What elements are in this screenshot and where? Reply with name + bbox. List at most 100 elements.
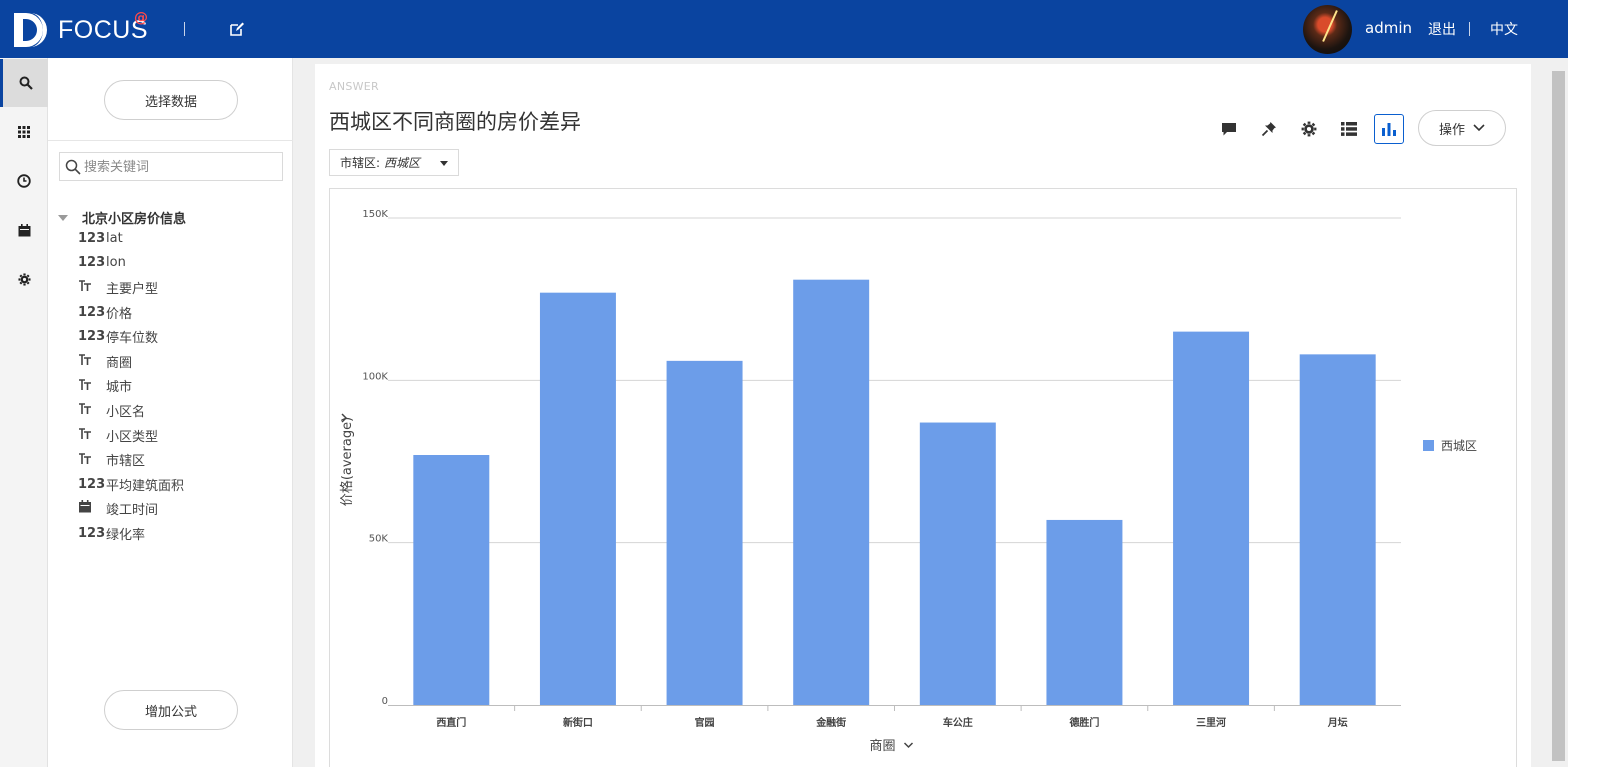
search-icon <box>65 159 81 175</box>
legend-swatch <box>1423 440 1434 451</box>
rail-search-button[interactable] <box>0 59 48 107</box>
bar <box>919 422 996 705</box>
chart-view-button[interactable] <box>1374 114 1404 144</box>
left-icon-rail <box>0 58 48 767</box>
bar <box>413 455 490 705</box>
x-tick-label: 官园 <box>695 716 715 729</box>
scrollbar-thumb[interactable] <box>1552 71 1565 761</box>
field-item[interactable]: 123 lat <box>78 226 288 251</box>
vertical-scrollbar[interactable] <box>1550 58 1568 767</box>
main-content: ANSWER 西城区不同商圈的房价差异 市辖区: 西城区 操作 0 50K 100K… <box>294 58 1550 767</box>
x-axis-title: 商圈 <box>869 739 895 754</box>
edit-icon[interactable] <box>229 21 245 37</box>
field-item[interactable]: 123 lon <box>78 251 288 276</box>
date-type-icon <box>78 500 106 517</box>
history-clock-icon <box>17 174 31 188</box>
numeric-type-icon: 123 <box>78 329 106 345</box>
header-divider <box>184 22 185 36</box>
field-item[interactable]: 小区类型 <box>78 423 288 448</box>
rail-settings-button[interactable] <box>0 255 48 303</box>
add-formula-button[interactable]: 增加公式 <box>104 690 238 730</box>
rail-history-button[interactable] <box>0 157 48 205</box>
field-item[interactable]: 商圈 <box>78 349 288 374</box>
table-view-icon <box>1341 122 1357 136</box>
field-item[interactable]: 123 绿化率 <box>78 521 288 546</box>
keyword-search-box[interactable] <box>59 152 283 181</box>
chart-container: 0 50K 100K 150K 西直门 新街口 官园 金融街 车公庄 德胜门 三里河 月坛 价格(ave… <box>329 188 1517 767</box>
operations-label: 操作 <box>1438 122 1465 138</box>
field-item[interactable]: 123 平均建筑面积 <box>78 472 288 497</box>
bar <box>1173 331 1250 705</box>
legend-label: 西城区 <box>1441 439 1477 453</box>
y-tick-label: 150K <box>362 209 388 220</box>
settings-icon <box>1301 121 1317 137</box>
pin-icon <box>1261 122 1276 137</box>
x-tick-label: 车公庄 <box>943 716 973 729</box>
x-tick-label: 月坛 <box>1327 716 1348 729</box>
chart-settings-button[interactable] <box>1294 114 1324 144</box>
numeric-type-icon: 123 <box>78 255 106 271</box>
operations-button[interactable]: 操作 <box>1418 110 1506 146</box>
rail-apps-button[interactable] <box>0 108 48 156</box>
language-switch[interactable]: 中文 <box>1490 22 1518 38</box>
field-name: 城市 <box>106 380 133 396</box>
text-type-icon <box>78 278 106 296</box>
x-tick-label: 金融街 <box>815 716 846 729</box>
logo-mark-icon <box>14 13 47 47</box>
calendar-icon <box>18 223 30 236</box>
text-type-icon <box>78 352 106 370</box>
page-title: 西城区不同商圈的房价差异 <box>329 110 581 134</box>
x-axis-chevron-icon <box>903 742 914 749</box>
y-axis-title: 价格(average) <box>339 417 355 506</box>
header-divider <box>1469 22 1470 36</box>
comment-button[interactable] <box>1214 114 1244 144</box>
field-item[interactable]: 123 价格 <box>78 300 288 325</box>
field-list: 123 lat 123 lon 主要户型 123 价格 123 停车位数 商圈 城市 小区名 小区类型市… <box>78 226 288 546</box>
pin-button[interactable] <box>1254 114 1284 144</box>
settings-gear-icon <box>17 272 31 286</box>
field-item[interactable]: 竣工时间 <box>78 497 288 522</box>
y-tick-label: 50K <box>369 534 389 545</box>
field-name: 竣工时间 <box>106 503 159 519</box>
bar-chart: 0 50K 100K 150K 西直门 新街口 官园 金融街 车公庄 德胜门 三里河 月坛 价格(ave… <box>339 209 1477 754</box>
field-item[interactable]: 主要户型 <box>78 275 288 300</box>
answer-section-label: ANSWER <box>329 80 380 93</box>
field-name: 商圈 <box>106 355 133 371</box>
focus-logo[interactable]: FOCUS @ <box>10 8 160 50</box>
comment-icon <box>1222 122 1236 135</box>
chevron-down-icon <box>1473 124 1485 132</box>
bar <box>666 360 743 705</box>
avatar[interactable] <box>1303 5 1352 54</box>
field-name: 停车位数 <box>106 331 159 347</box>
table-tree-node[interactable]: 北京小区房价信息 <box>58 208 186 227</box>
select-data-button[interactable]: 选择数据 <box>104 80 238 120</box>
rail-calendar-button[interactable] <box>0 206 48 254</box>
y-tick-label: 0 <box>382 696 388 707</box>
field-item[interactable]: 123 停车位数 <box>78 324 288 349</box>
answer-card: ANSWER 西城区不同商圈的房价差异 市辖区: 西城区 操作 0 50K 100K… <box>315 64 1531 767</box>
x-tick-label: 德胜门 <box>1068 716 1099 729</box>
bar <box>1046 519 1123 705</box>
district-filter-chip[interactable]: 市辖区: 西城区 <box>329 149 459 176</box>
table-view-button[interactable] <box>1334 114 1364 144</box>
apps-grid-icon <box>18 126 30 138</box>
dropdown-caret-icon <box>440 161 448 166</box>
keyword-search-input[interactable] <box>84 157 274 177</box>
logout-link[interactable]: 退出 <box>1428 22 1456 38</box>
username[interactable]: admin <box>1365 19 1412 37</box>
numeric-type-icon: 123 <box>78 476 106 492</box>
text-type-icon <box>78 451 106 469</box>
field-item[interactable]: 市辖区 <box>78 447 288 472</box>
top-navigation-bar: FOCUS @ admin 退出 中文 <box>0 0 1600 58</box>
logo-text: FOCUS <box>58 16 148 44</box>
bar-chart-view-icon <box>1382 123 1396 136</box>
field-item[interactable]: 小区名 <box>78 398 288 423</box>
field-name: lon <box>106 255 126 271</box>
field-name: 价格 <box>106 306 133 322</box>
collapse-caret-icon[interactable] <box>58 214 68 221</box>
y-axis-chevron-icon <box>341 413 348 423</box>
bar <box>1299 354 1376 705</box>
field-name: 绿化率 <box>106 527 146 543</box>
field-item[interactable]: 城市 <box>78 374 288 399</box>
field-name: 市辖区 <box>106 454 146 470</box>
